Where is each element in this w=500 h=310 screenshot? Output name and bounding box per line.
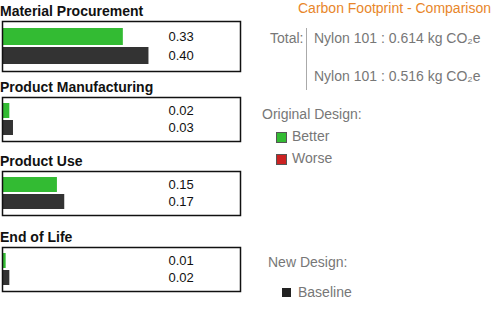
html-text:Nylon 101 : 0.614 kg CO₂e: Nylon 101 : 0.614 kg CO₂e [314, 30, 481, 46]
html-text:Worse: Worse [292, 150, 333, 166]
html-text:End of Life: End of Life [0, 229, 73, 245]
svg-text:0.03: 0.03 [169, 120, 194, 135]
svg-text:0.40: 0.40 [169, 48, 194, 63]
html-text:Material Procurement: Material Procurement [0, 3, 144, 19]
svg-text:0.33: 0.33 [169, 29, 194, 44]
html-text:Product Use: Product Use [0, 153, 83, 169]
svg-text:0.02: 0.02 [169, 270, 194, 285]
html-text:Total:: Total: [270, 30, 304, 46]
html-text:Carbon Footprint - Comparison: Carbon Footprint - Comparison [298, 0, 491, 16]
svg-text:0.02: 0.02 [169, 103, 194, 118]
svg-text:0.01: 0.01 [169, 253, 194, 268]
svg-text:0.17: 0.17 [169, 194, 194, 209]
html-text:Product Manufacturing: Product Manufacturing [0, 79, 154, 95]
html-text:Better: Better [292, 128, 330, 144]
html-text:Baseline: Baseline [298, 284, 352, 300]
svg-text:0.15: 0.15 [169, 177, 194, 192]
html-text:New Design:: New Design: [268, 254, 348, 270]
html-text:Original Design:: Original Design: [262, 106, 362, 122]
html-text:Nylon 101 : 0.516 kg CO₂e: Nylon 101 : 0.516 kg CO₂e [314, 68, 481, 84]
